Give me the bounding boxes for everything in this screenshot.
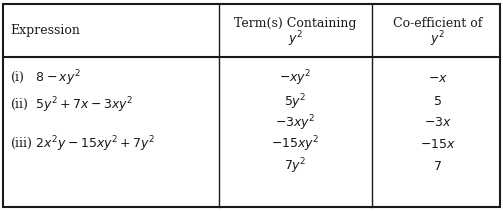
Text: $y^2$: $y^2$ xyxy=(288,29,303,49)
Text: $7$: $7$ xyxy=(433,160,442,173)
Text: $-x$: $-x$ xyxy=(428,72,448,85)
Text: $5y^2$: $5y^2$ xyxy=(284,92,307,112)
Text: $7y^2$: $7y^2$ xyxy=(284,157,307,176)
Text: $-3xy^2$: $-3xy^2$ xyxy=(275,113,316,133)
Text: $-15xy^2$: $-15xy^2$ xyxy=(271,135,320,154)
Text: $-3x$: $-3x$ xyxy=(424,116,452,129)
Text: Expression: Expression xyxy=(10,24,80,37)
Text: $5$: $5$ xyxy=(433,95,442,108)
Text: $-xy^2$: $-xy^2$ xyxy=(279,69,312,88)
Text: (i)   $8-xy^2$: (i) $8-xy^2$ xyxy=(10,69,81,88)
Text: Co-efficient of: Co-efficient of xyxy=(393,17,482,30)
Text: $y^2$: $y^2$ xyxy=(430,29,445,49)
Text: (iii) $2x^2y-15xy^2+7y^2$: (iii) $2x^2y-15xy^2+7y^2$ xyxy=(10,135,155,154)
Text: $-15x$: $-15x$ xyxy=(420,138,456,151)
Text: (ii)  $5y^2+7x-3xy^2$: (ii) $5y^2+7x-3xy^2$ xyxy=(10,95,134,115)
Text: Term(s) Containing: Term(s) Containing xyxy=(234,17,357,30)
